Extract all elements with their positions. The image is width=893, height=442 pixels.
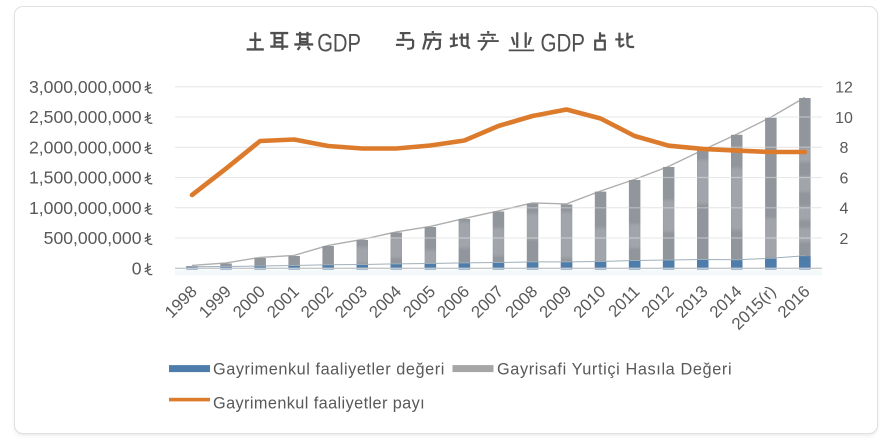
svg-text:8: 8: [840, 140, 849, 157]
svg-text:10: 10: [835, 110, 853, 127]
svg-text:2005: 2005: [399, 282, 439, 322]
svg-text:Gayrisafi Yurtiçi Hasıla Değer: Gayrisafi Yurtiçi Hasıla Değeri: [497, 361, 732, 379]
svg-text:2016: 2016: [774, 282, 814, 322]
svg-text:GDP: GDP: [317, 30, 361, 57]
svg-text:Gayrimenkul faaliyetler değeri: Gayrimenkul faaliyetler değeri: [213, 361, 445, 379]
svg-text:2003: 2003: [331, 282, 371, 322]
svg-text:4: 4: [840, 201, 849, 218]
svg-text:2000: 2000: [229, 282, 269, 322]
svg-text:2009: 2009: [535, 282, 575, 322]
svg-text:6: 6: [840, 170, 849, 187]
svg-text:2010: 2010: [570, 282, 610, 322]
svg-text:1,500,000,000: 1,500,000,000: [29, 168, 142, 188]
svg-text:1999: 1999: [195, 282, 235, 322]
svg-text:1,000,000,000: 1,000,000,000: [29, 198, 142, 218]
svg-text:1998: 1998: [161, 282, 201, 322]
svg-text:0: 0: [132, 259, 142, 279]
svg-text:2002: 2002: [297, 282, 337, 322]
svg-text:Gayrimenkul faaliyetler payı: Gayrimenkul faaliyetler payı: [213, 395, 425, 413]
svg-text:GDP: GDP: [541, 30, 586, 57]
svg-text:2007: 2007: [467, 282, 507, 322]
svg-text:2001: 2001: [263, 282, 303, 322]
svg-text:2012: 2012: [638, 282, 678, 322]
svg-text:2: 2: [840, 231, 849, 248]
svg-text:2006: 2006: [433, 282, 473, 322]
svg-text:2011: 2011: [604, 282, 643, 321]
svg-text:2,500,000,000: 2,500,000,000: [29, 107, 142, 127]
svg-text:500,000,000: 500,000,000: [44, 228, 142, 248]
svg-text:3,000,000,000: 3,000,000,000: [29, 77, 142, 97]
svg-text:12: 12: [835, 80, 853, 97]
svg-text:2013: 2013: [672, 282, 712, 322]
svg-text:2,000,000,000: 2,000,000,000: [29, 137, 142, 157]
svg-text:2008: 2008: [501, 282, 541, 322]
svg-text:2004: 2004: [365, 282, 405, 322]
